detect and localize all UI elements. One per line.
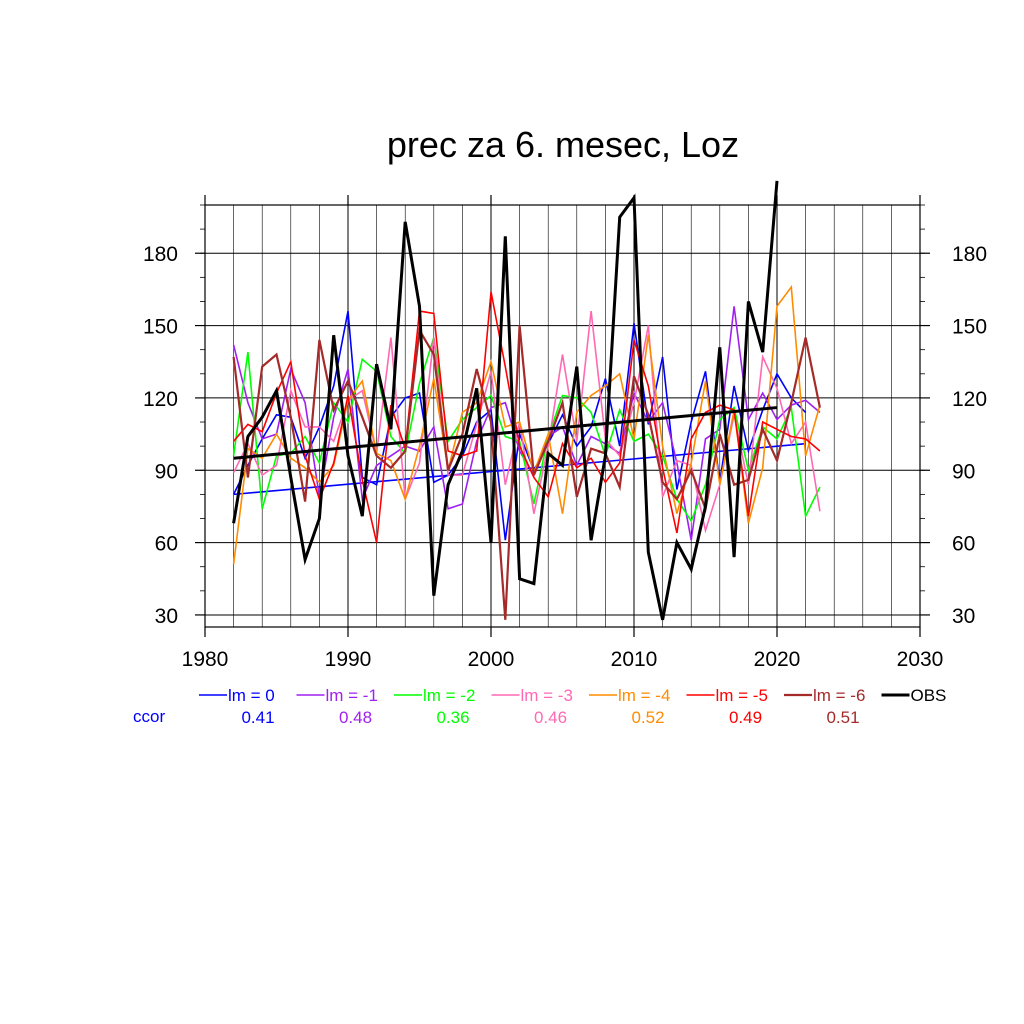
y-tick-label-left: 180: [143, 243, 178, 266]
ccor-label: ccor: [133, 707, 165, 726]
ccor-value: 0.48: [339, 708, 372, 727]
y-tick-label-left: 60: [155, 533, 178, 556]
legend-label: lm = -6: [813, 686, 865, 705]
y-tick-label-right: 60: [952, 533, 975, 556]
y-tick-label-left: 30: [155, 605, 178, 628]
series-6: [232, 325, 821, 620]
ccor-value: 0.46: [534, 708, 567, 727]
legend-label: lm = -2: [423, 686, 475, 705]
legend: lm = 0 0.41 lm = -1 0.48 lm = -2 0.36 lm = -3 0…: [199, 686, 946, 727]
legend-item: lm = -3 0.46: [491, 686, 573, 727]
legend-item: lm = -4 0.52: [589, 686, 670, 727]
y-tick-label-left: 90: [155, 460, 178, 483]
legend-item: lm = 0 0.41: [199, 686, 275, 727]
y-tick-label-left: 120: [143, 388, 178, 411]
legend-label: OBS: [911, 686, 947, 705]
series-5: [232, 291, 821, 543]
legend-label: lm = -4: [618, 686, 670, 705]
legend-label: lm = -5: [716, 686, 768, 705]
y-tick-label-right: 150: [952, 316, 987, 339]
x-tick-label: 2030: [897, 648, 944, 671]
legend-item: lm = -1 0.48: [296, 686, 378, 727]
ccor-value: 0.41: [241, 708, 274, 727]
x-tick-label: 1990: [325, 648, 372, 671]
trend-line: [233, 406, 778, 460]
axes: 30 30 60 60 90 90 120 120 150 150 180 180 1980 1990 20…: [143, 195, 987, 671]
legend-label: lm = 0: [228, 686, 275, 705]
x-tick-label: 2020: [754, 648, 801, 671]
series-group: [232, 180, 821, 621]
y-tick-label-right: 180: [952, 243, 987, 266]
series-line: [232, 291, 821, 543]
legend-item: lm = -6 0.51: [784, 686, 865, 727]
plot-frame: [204, 204, 921, 628]
legend-label: lm = -1: [326, 686, 378, 705]
chart-title: prec za 6. mesec, Loz: [387, 124, 739, 165]
ccor-value: 0.36: [436, 708, 469, 727]
x-tick-label: 2010: [611, 648, 658, 671]
series-line: [232, 180, 779, 621]
y-tick-label-right: 90: [952, 460, 975, 483]
series-line: [232, 325, 821, 620]
y-tick-label-left: 150: [143, 316, 178, 339]
legend-item: OBS: [881, 686, 947, 705]
x-tick-label: 1980: [182, 648, 229, 671]
series-7: [232, 180, 779, 621]
ccor-value: 0.49: [729, 708, 762, 727]
y-tick-label-right: 30: [952, 605, 975, 628]
x-tick-label: 2000: [468, 648, 515, 671]
legend-item: lm = -5 0.49: [686, 686, 768, 727]
legend-label: lm = -3: [521, 686, 573, 705]
y-tick-label-right: 120: [952, 388, 987, 411]
ccor-value: 0.51: [826, 708, 859, 727]
ccor-value: 0.52: [631, 708, 664, 727]
legend-item: lm = -2 0.36: [394, 686, 475, 727]
